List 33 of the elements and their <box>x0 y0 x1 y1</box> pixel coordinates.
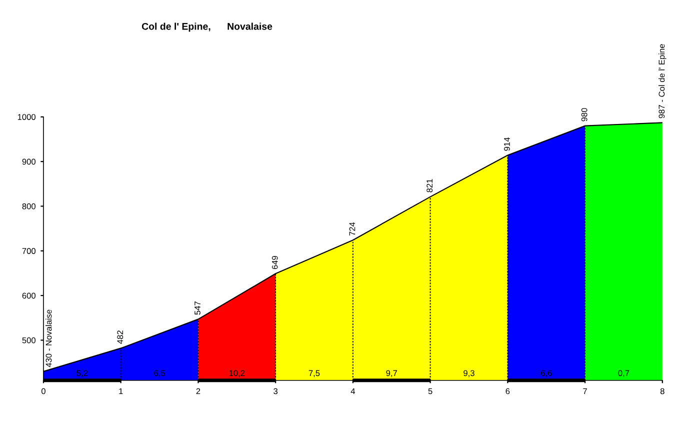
y-tick-label: 600 <box>22 292 36 299</box>
y-tick-label: 800 <box>22 203 36 210</box>
x-tick-label: 8 <box>660 388 664 394</box>
data-label: 430 - Novalaise <box>46 310 52 368</box>
y-tick-label: 500 <box>22 337 36 344</box>
data-label: 914 <box>504 137 510 151</box>
y-tick-label: 700 <box>22 248 36 254</box>
annotation: 9,7 <box>386 370 397 378</box>
y-tick-label: 1000 <box>18 114 36 120</box>
annotation: 7,5 <box>308 370 320 378</box>
annotation: 10,2 <box>229 370 245 378</box>
x-tick-label: 5 <box>428 388 432 394</box>
data-label: 547 <box>194 302 200 315</box>
x-tick-label: 0 <box>41 388 46 394</box>
annotation: 5,2 <box>76 370 88 378</box>
x-tick-label: 4 <box>350 388 356 394</box>
data-label: 821 <box>426 179 433 192</box>
data-label: 987 - Col de l' Epine <box>658 44 666 118</box>
x-tick-label: 7 <box>583 388 587 394</box>
annotation: 9,3 <box>464 370 474 378</box>
x-tick-label: 6 <box>506 388 510 394</box>
annotation: 6,5 <box>154 370 165 378</box>
x-tick-label: 2 <box>196 388 200 394</box>
data-label: 482 <box>117 330 124 344</box>
data-label: 649 <box>272 256 278 270</box>
x-tick-label: 3 <box>274 388 278 394</box>
data-label: 724 <box>349 222 356 236</box>
annotation: 0,7 <box>618 370 630 378</box>
data-label: 980 <box>581 108 588 122</box>
y-tick-label: 900 <box>22 158 36 165</box>
x-tick-label: 1 <box>119 388 123 394</box>
chart-title: Col de l' Epine, Novalaise <box>142 22 272 32</box>
annotation: 6,6 <box>540 370 552 378</box>
